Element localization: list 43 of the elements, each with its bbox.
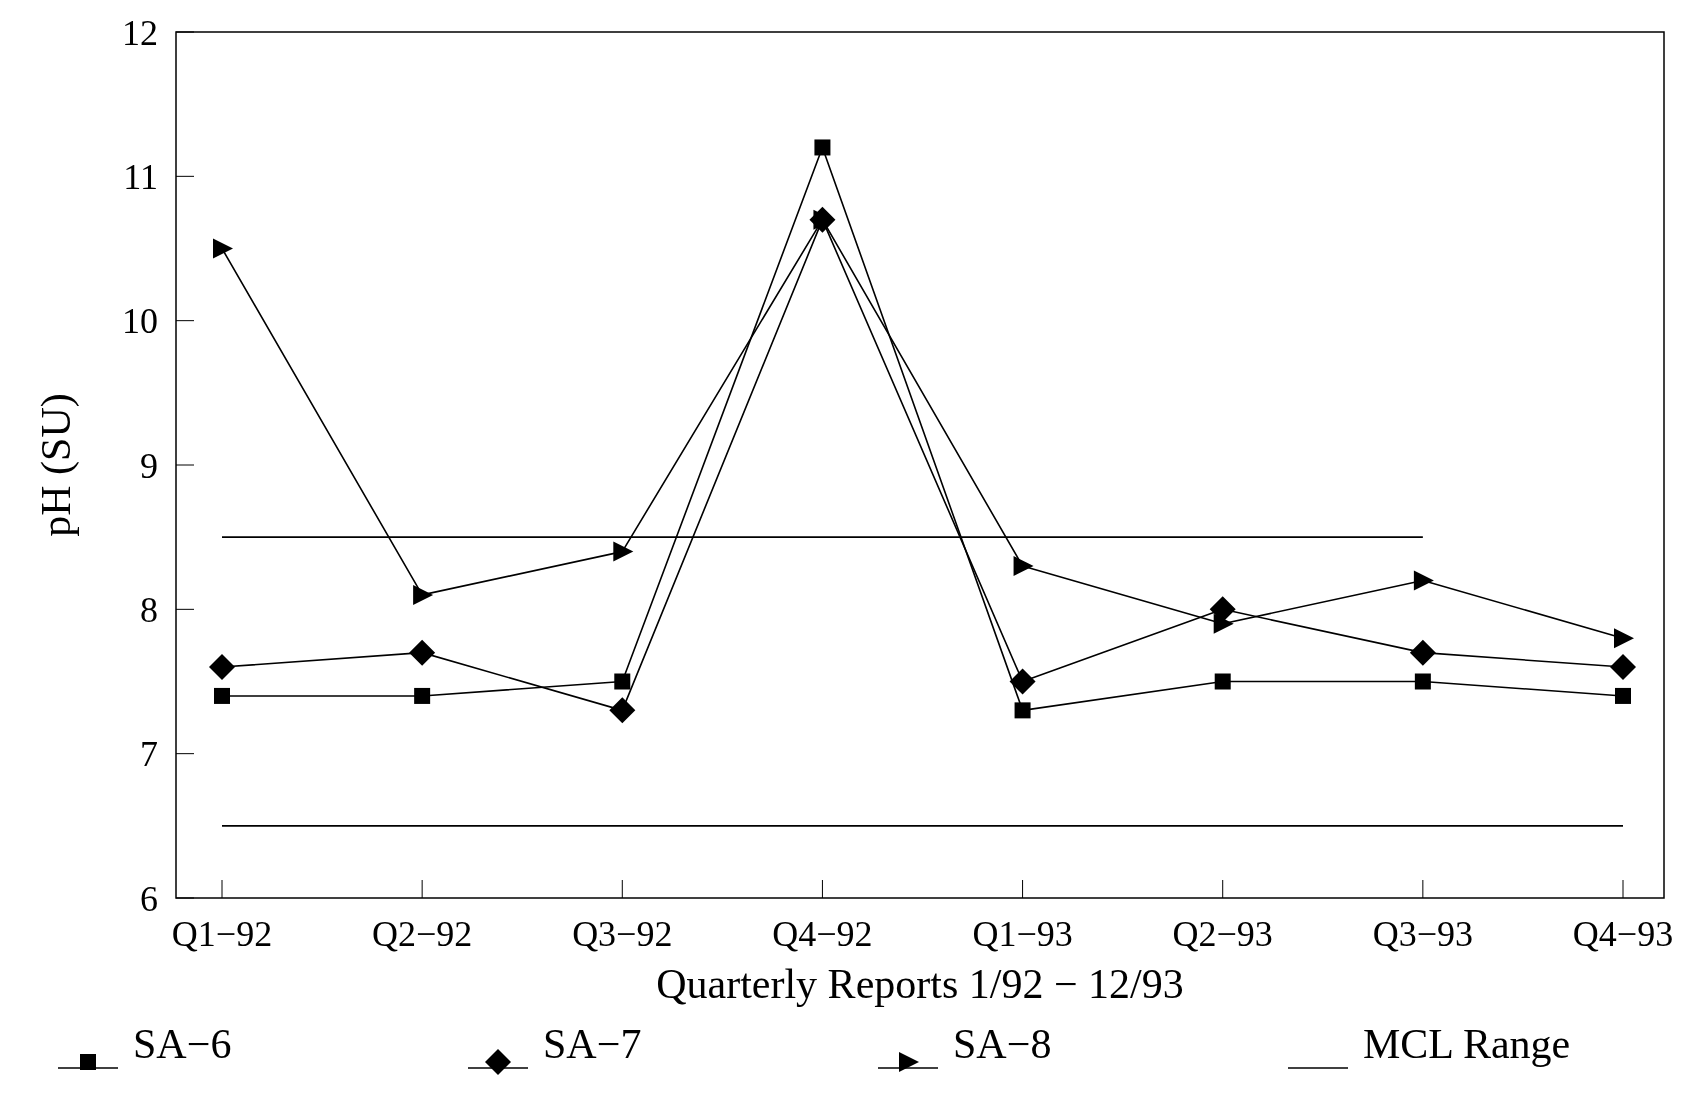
legend-label: MCL Range — [1363, 1021, 1571, 1067]
legend-label: SA−8 — [953, 1021, 1052, 1067]
point — [1409, 639, 1436, 666]
point — [1614, 628, 1634, 649]
x-axis-title: Quarterly Reports 1/92 − 12/93 — [656, 961, 1184, 1007]
point — [1014, 702, 1031, 719]
point — [614, 673, 631, 690]
point — [213, 238, 233, 259]
point — [1214, 673, 1231, 690]
point — [1413, 570, 1434, 591]
x-tick-label: Q1−93 — [972, 914, 1073, 954]
point — [613, 541, 634, 562]
point — [1009, 668, 1036, 695]
legend-label: SA−6 — [133, 1021, 232, 1067]
point — [814, 139, 831, 156]
x-tick-label: Q4−93 — [1572, 914, 1674, 954]
point — [414, 687, 431, 704]
point — [1013, 556, 1034, 577]
point — [1615, 687, 1631, 704]
point — [1213, 613, 1234, 634]
point — [209, 654, 235, 681]
x-tick-label: Q3−92 — [572, 914, 673, 954]
y-tick-label: 9 — [140, 445, 158, 486]
x-tick-label: Q4−92 — [772, 914, 873, 954]
y-axis-title: pH (SU) — [33, 393, 80, 537]
x-tick-label: Q2−92 — [371, 914, 473, 954]
legend-label: SA−7 — [543, 1021, 642, 1067]
point — [1209, 596, 1236, 623]
point — [609, 697, 636, 724]
y-tick-label: 7 — [140, 734, 158, 775]
point — [409, 639, 436, 666]
point — [1414, 673, 1431, 690]
y-tick-label: 12 — [122, 12, 158, 53]
y-tick-label: 11 — [123, 156, 158, 197]
point — [413, 584, 434, 605]
y-tick-label: 10 — [122, 301, 158, 342]
x-tick-label: Q1−92 — [171, 914, 273, 954]
y-tick-label: 6 — [140, 878, 158, 919]
point — [214, 687, 230, 704]
point — [1610, 654, 1636, 681]
x-tick-label: Q3−93 — [1372, 914, 1474, 954]
x-tick-label: Q2−93 — [1172, 914, 1273, 954]
y-tick-label: 8 — [140, 589, 158, 630]
